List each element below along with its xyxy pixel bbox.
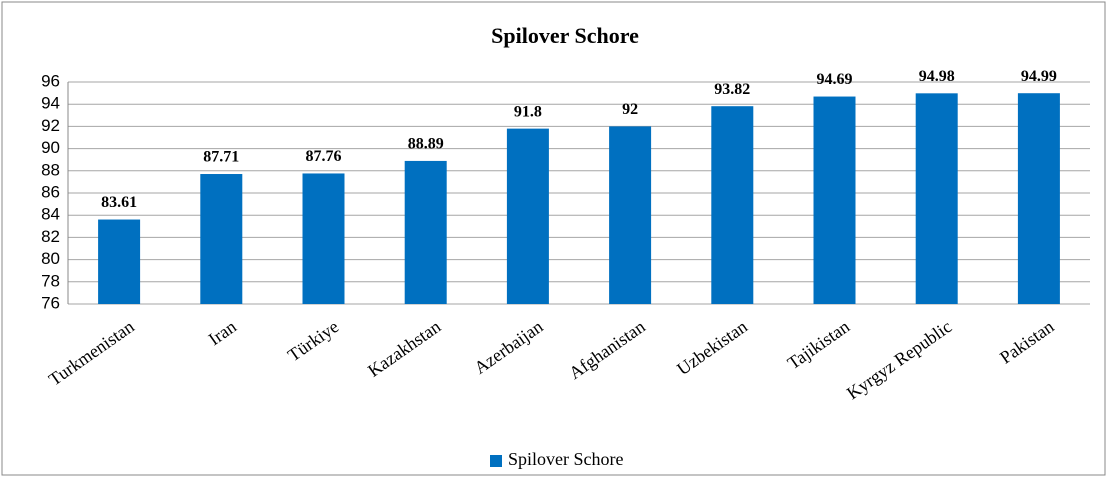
bar — [813, 96, 856, 304]
y-tick-label: 92 — [41, 116, 60, 135]
y-tick-label: 94 — [41, 94, 60, 113]
data-label: 92 — [622, 101, 638, 118]
data-label: 93.82 — [714, 81, 750, 98]
data-label: 87.71 — [203, 149, 239, 166]
data-label: 94.98 — [919, 68, 955, 85]
legend-label: Spilover Schore — [508, 449, 623, 469]
data-label: 91.8 — [514, 103, 542, 120]
y-tick-label: 90 — [41, 138, 60, 157]
data-label: 94.99 — [1021, 68, 1057, 85]
data-label: 88.89 — [408, 136, 444, 153]
bar — [404, 160, 447, 304]
bar — [609, 126, 652, 305]
y-tick-label: 96 — [41, 71, 60, 90]
y-tick-label: 88 — [41, 160, 60, 179]
bar — [915, 93, 958, 305]
bar — [302, 173, 345, 304]
y-tick-label: 76 — [41, 293, 60, 312]
bar — [200, 174, 243, 304]
data-label: 83.61 — [101, 194, 137, 211]
y-tick-label: 82 — [41, 227, 60, 246]
y-tick-label: 84 — [41, 205, 60, 224]
legend-swatch — [490, 455, 502, 467]
y-tick-label: 78 — [41, 271, 60, 290]
bar — [1017, 93, 1060, 304]
bar — [711, 106, 754, 304]
bar — [506, 128, 549, 304]
y-tick-label: 80 — [41, 249, 60, 268]
bar — [98, 219, 141, 304]
data-label: 94.69 — [817, 71, 853, 88]
y-tick-label: 86 — [41, 182, 60, 201]
chart-title: Spilover Schore — [491, 23, 639, 48]
data-label: 87.76 — [306, 148, 342, 165]
